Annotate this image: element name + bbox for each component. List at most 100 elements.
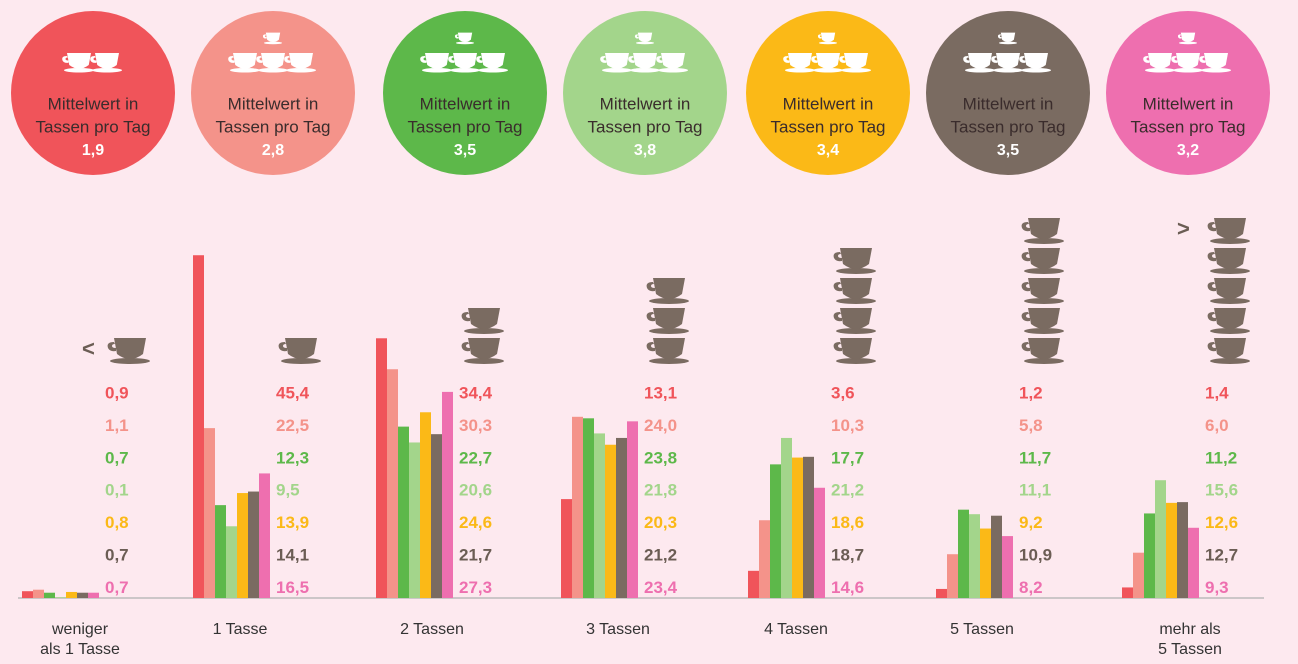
cup-handle — [1207, 252, 1216, 262]
value-label: 12,6 — [1205, 513, 1238, 532]
cup-handle — [1207, 222, 1216, 232]
cup-handle — [833, 252, 842, 262]
cup-body — [285, 338, 317, 359]
cup-saucer — [1024, 358, 1064, 364]
cup-saucer — [64, 68, 94, 73]
bar — [442, 391, 453, 598]
cup-icon — [1021, 248, 1064, 274]
cup-icon — [1021, 218, 1064, 244]
cup-icon — [811, 53, 843, 73]
cup-body — [1028, 338, 1060, 359]
bar — [1122, 587, 1133, 598]
cup-handle — [62, 56, 69, 63]
value-label: 0,7 — [105, 545, 129, 564]
cup-saucer — [649, 358, 689, 364]
cup-body — [1204, 53, 1228, 69]
cup-saucer — [1145, 68, 1175, 73]
more-symbol: > — [1177, 216, 1190, 241]
bar — [215, 505, 226, 598]
bar — [193, 255, 204, 599]
cup-icon — [448, 53, 480, 73]
cup-icon — [1207, 218, 1250, 244]
bar — [248, 491, 259, 598]
value-label: 34,4 — [459, 383, 493, 402]
cup-handle — [461, 312, 470, 322]
cup-saucer — [478, 68, 508, 73]
cup-saucer — [999, 41, 1017, 45]
value-label: 6,0 — [1205, 416, 1229, 435]
cup-icon — [454, 32, 474, 45]
cup-handle — [1207, 342, 1216, 352]
mean-circle — [746, 11, 910, 175]
cup-body — [820, 32, 836, 43]
cup-handle — [963, 56, 970, 63]
cup-handle — [811, 56, 818, 63]
bar — [88, 592, 99, 598]
category-label: 4 Tassen — [764, 621, 828, 638]
value-label: 22,7 — [459, 448, 492, 467]
cup-icon — [833, 248, 876, 274]
bar — [561, 499, 572, 598]
cup-handle — [1021, 312, 1030, 322]
value-label: 14,6 — [831, 578, 864, 597]
cup-icon — [284, 53, 316, 73]
cup-body — [289, 53, 313, 69]
cup-body — [1028, 218, 1060, 239]
bar — [77, 592, 88, 598]
bar — [958, 509, 969, 598]
bar — [803, 456, 814, 598]
cup-saucer — [1210, 268, 1250, 274]
value-label: 15,6 — [1205, 481, 1238, 500]
bar — [980, 528, 991, 598]
cup-body — [1214, 278, 1246, 299]
bar — [616, 437, 627, 598]
cup-icon — [1207, 278, 1250, 304]
cup-saucer — [965, 68, 995, 73]
bar — [204, 428, 215, 598]
cup-icon — [783, 53, 815, 73]
less-symbol: < — [82, 336, 95, 361]
value-label: 45,4 — [276, 383, 310, 402]
cup-saucer — [813, 68, 843, 73]
cup-icon — [278, 338, 321, 364]
cup-handle — [454, 34, 459, 39]
cup-handle — [634, 34, 639, 39]
cup-body — [1180, 32, 1196, 43]
cup-handle — [833, 312, 842, 322]
bar — [259, 473, 270, 598]
bar — [44, 592, 55, 598]
mean-caption: Tassen pro Tag — [588, 117, 703, 136]
cup-saucer — [286, 68, 316, 73]
mean-caption: Mittelwert in — [1143, 94, 1234, 113]
cup-body — [840, 248, 872, 269]
cup-icon — [256, 53, 288, 73]
value-label: 0,7 — [105, 448, 129, 467]
cup-body — [1028, 308, 1060, 329]
value-label: 30,3 — [459, 416, 492, 435]
bar — [1166, 502, 1177, 598]
bar — [1188, 527, 1199, 598]
cup-body — [1148, 53, 1172, 69]
value-label: 11,2 — [1205, 448, 1237, 467]
cup-icon — [1177, 32, 1197, 45]
cup-body — [1214, 218, 1246, 239]
value-label: 16,5 — [276, 578, 309, 597]
cup-icon — [461, 308, 504, 334]
mean-caption: Tassen pro Tag — [951, 117, 1066, 136]
bar — [431, 434, 442, 598]
cup-body — [788, 53, 812, 69]
value-label: 0,9 — [105, 383, 129, 402]
cup-handle — [1207, 282, 1216, 292]
cup-saucer — [636, 41, 654, 45]
bar — [420, 412, 431, 598]
value-label: 11,1 — [1019, 481, 1051, 500]
cup-icon — [461, 338, 504, 364]
cup-icon — [963, 53, 995, 73]
bar — [237, 493, 248, 598]
cup-handle — [1021, 222, 1030, 232]
cup-icon — [646, 278, 689, 304]
bar — [991, 515, 1002, 598]
cup-icon — [833, 308, 876, 334]
cup-handle — [448, 56, 455, 63]
